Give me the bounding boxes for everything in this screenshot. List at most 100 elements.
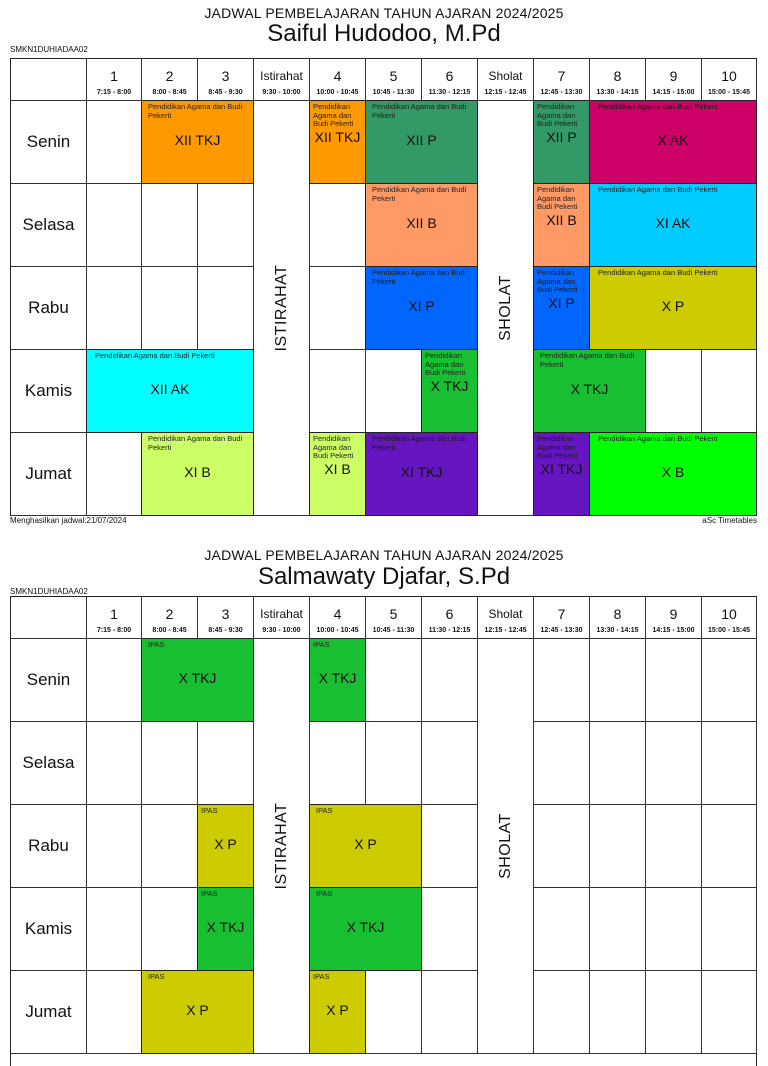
software-credit: aSc Timetables	[702, 516, 757, 525]
timetable-cell[interactable]	[646, 971, 702, 1054]
timetable-cell[interactable]	[366, 350, 422, 433]
timetable-cell[interactable]	[702, 971, 757, 1054]
teacher-name: Saiful Hudodoo, M.Pd	[267, 20, 501, 47]
timetable-cell[interactable]	[646, 805, 702, 888]
lesson-block[interactable]: Pendidikan Agama dan Budi Pekerti XII B	[533, 183, 590, 267]
timetable-cell[interactable]	[534, 971, 590, 1054]
timetable-cell[interactable]	[422, 805, 478, 888]
day-name: Jumat	[25, 464, 72, 483]
timetable-cell[interactable]	[534, 722, 590, 805]
lesson-block[interactable]: Pendidikan Agama dan Budi Pekerti X TKJ	[421, 349, 478, 433]
lesson-subject: Pendidikan Agama dan Budi Pekerti	[372, 185, 467, 203]
lesson-block[interactable]: Pendidikan Agama dan Budi Pekerti XII TKJ	[141, 100, 254, 184]
lesson-subject: IPAS	[148, 640, 165, 649]
timetable-cell[interactable]	[198, 267, 254, 350]
timetable-cell[interactable]	[534, 639, 590, 722]
timetable-cell[interactable]	[702, 639, 757, 722]
timetable-cell[interactable]	[646, 350, 702, 433]
timetable-cell[interactable]	[310, 722, 366, 805]
lesson-subject: Pendidikan Agama dan Budi Pekerti	[313, 102, 354, 128]
timetable-cell[interactable]	[590, 971, 646, 1054]
lesson-block[interactable]: Pendidikan Agama dan Budi Pekerti XI B	[309, 432, 366, 516]
timetable-cell[interactable]	[87, 888, 142, 971]
period-header: 10 15:00 - 15:45	[702, 597, 757, 639]
timetable-cell[interactable]	[142, 184, 198, 267]
lesson-block[interactable]: IPAS X P	[309, 804, 422, 888]
timetable-cell[interactable]	[142, 888, 198, 971]
lesson-block[interactable]: Pendidikan Agama dan Budi Pekerti XI TKJ	[533, 432, 590, 516]
lesson-class: X TKJ	[178, 670, 217, 686]
timetable-grid: 1 7:15 - 8:00 2 8:00 - 8:45 3 8:45 - 9:30 Isti…	[10, 58, 757, 516]
period-time: 7:15 - 8:00	[96, 627, 132, 634]
lesson-block[interactable]: IPAS X TKJ	[309, 887, 422, 971]
lesson-block[interactable]: Pendidikan Agama dan Budi Pekerti XI P	[533, 266, 590, 350]
day-label-selasa: Selasa	[11, 184, 87, 267]
timetable-cell[interactable]	[142, 722, 198, 805]
timetable-cell[interactable]	[422, 971, 478, 1054]
period-number: 7	[557, 68, 566, 84]
lesson-block[interactable]: Pendidikan Agama dan Budi Pekerti XII B	[365, 183, 478, 267]
lesson-block[interactable]: Pendidikan Agama dan Budi Pekerti XII AK	[86, 349, 254, 433]
timetable-cell[interactable]	[534, 888, 590, 971]
timetable-cell[interactable]	[646, 639, 702, 722]
lesson-block[interactable]: Pendidikan Agama dan Budi Pekerti X P	[589, 266, 757, 350]
lesson-subject: Pendidikan Agama dan Budi Pekerti	[372, 434, 467, 452]
timetable-cell[interactable]	[310, 184, 366, 267]
lesson-block[interactable]: Pendidikan Agama dan Budi Pekerti XI P	[365, 266, 478, 350]
period-number: 9	[669, 68, 678, 84]
lesson-block[interactable]: Pendidikan Agama dan Budi Pekerti XI B	[141, 432, 254, 516]
timetable-cell[interactable]	[702, 722, 757, 805]
period-number: 9	[669, 606, 678, 622]
timetable-cell[interactable]	[702, 888, 757, 971]
timetable-cell[interactable]	[646, 888, 702, 971]
timetable-cell[interactable]	[198, 722, 254, 805]
timetable-cell[interactable]	[87, 184, 142, 267]
day-label-senin: Senin	[11, 101, 87, 184]
lesson-block[interactable]: IPAS X P	[197, 804, 254, 888]
sholat-column: SHOLAT	[478, 101, 534, 516]
timetable-cell[interactable]	[366, 639, 422, 722]
timetable-cell[interactable]	[87, 805, 142, 888]
timetable-cell[interactable]	[590, 888, 646, 971]
timetable-cell[interactable]	[422, 722, 478, 805]
lesson-block[interactable]: Pendidikan Agama dan Budi Pekerti XII TKJ	[309, 100, 366, 184]
lesson-block[interactable]: IPAS X TKJ	[309, 638, 366, 722]
lesson-block[interactable]: Pendidikan Agama dan Budi Pekerti XI AK	[589, 183, 757, 267]
period-number: Sholat	[488, 607, 523, 621]
lesson-block[interactable]: Pendidikan Agama dan Budi Pekerti X TKJ	[533, 349, 646, 433]
timetable-cell[interactable]	[87, 971, 142, 1054]
lesson-block[interactable]: Pendidikan Agama dan Budi Pekerti XII P	[533, 100, 590, 184]
period-header: 5 10:45 - 11:30	[366, 597, 422, 639]
timetable-cell[interactable]	[142, 267, 198, 350]
timetable-cell[interactable]	[87, 433, 142, 516]
timetable-cell[interactable]	[422, 639, 478, 722]
timetable-cell[interactable]	[590, 639, 646, 722]
lesson-block[interactable]: IPAS X TKJ	[197, 887, 254, 971]
timetable-cell[interactable]	[590, 722, 646, 805]
lesson-block[interactable]: Pendidikan Agama dan Budi Pekerti XI TKJ	[365, 432, 478, 516]
timetable-cell[interactable]	[310, 350, 366, 433]
timetable-cell[interactable]	[702, 350, 757, 433]
timetable-cell[interactable]	[310, 267, 366, 350]
timetable-cell[interactable]	[87, 722, 142, 805]
timetable-cell[interactable]	[590, 805, 646, 888]
timetable-cell[interactable]	[366, 971, 422, 1054]
timetable-cell[interactable]	[702, 805, 757, 888]
lesson-block[interactable]: IPAS X P	[141, 970, 254, 1054]
timetable-cell[interactable]	[646, 722, 702, 805]
timetable-cell[interactable]	[366, 722, 422, 805]
timetable-cell[interactable]	[87, 639, 142, 722]
timetable-cell[interactable]	[198, 184, 254, 267]
timetable-cell[interactable]	[142, 805, 198, 888]
lesson-block[interactable]: IPAS X P	[309, 970, 366, 1054]
timetable-cell[interactable]	[534, 805, 590, 888]
timetable-cell[interactable]	[422, 888, 478, 971]
lesson-block[interactable]: Pendidikan Agama dan Budi Pekerti X B	[589, 432, 757, 516]
timetable-cell[interactable]	[87, 267, 142, 350]
timetable-cell[interactable]	[87, 101, 142, 184]
lesson-block[interactable]: Pendidikan Agama dan Budi Pekerti XII P	[365, 100, 478, 184]
day-name: Rabu	[28, 836, 69, 855]
lesson-class: X TKJ	[570, 381, 609, 397]
lesson-block[interactable]: IPAS X TKJ	[141, 638, 254, 722]
lesson-block[interactable]: Pendidikan Agama dan Budi Pekerti X AK	[589, 100, 757, 184]
